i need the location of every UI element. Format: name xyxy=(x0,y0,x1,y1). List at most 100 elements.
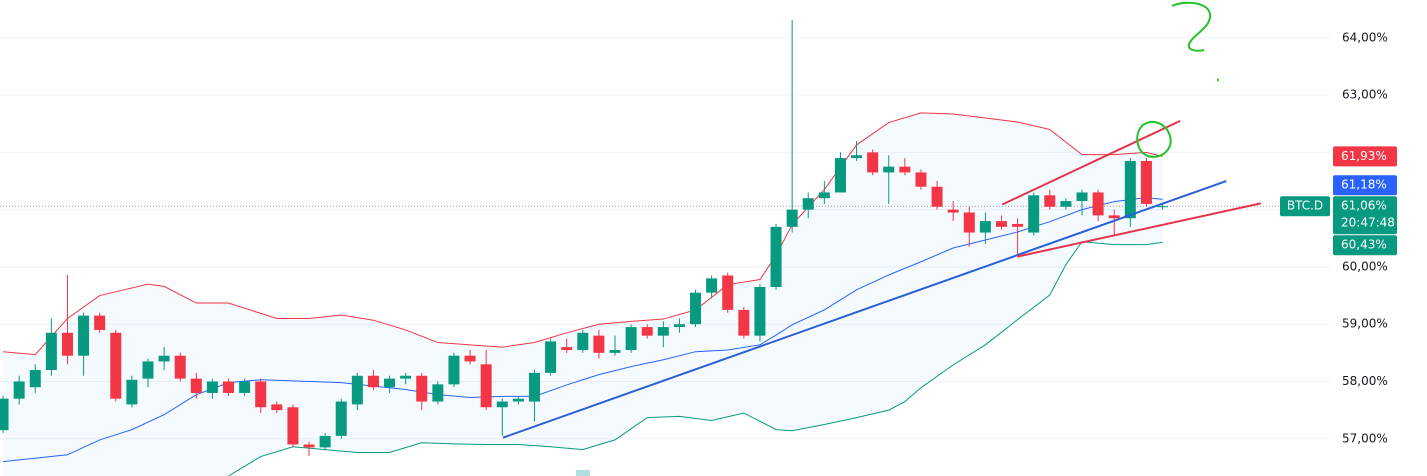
candle-body xyxy=(528,372,540,402)
y-tick-label: 57,00% xyxy=(1342,431,1388,445)
candle-body xyxy=(13,381,25,399)
candle-body xyxy=(1140,160,1152,204)
candle-body xyxy=(818,192,830,199)
candle-body xyxy=(142,361,154,379)
candle-body xyxy=(29,370,41,388)
candle-body xyxy=(94,315,106,330)
band-line xyxy=(228,241,1163,476)
candle-body xyxy=(367,375,379,388)
candle-body xyxy=(432,384,444,402)
candle-body xyxy=(738,309,750,336)
y-tick-label: 59,00% xyxy=(1342,317,1388,331)
candle-body xyxy=(657,327,669,336)
candle-body xyxy=(593,335,605,353)
y-tick-label: 60,00% xyxy=(1342,259,1388,273)
candle-body xyxy=(609,349,621,353)
candle-body xyxy=(303,444,315,448)
band-label-box xyxy=(1333,235,1397,256)
candle-body xyxy=(223,381,235,393)
candle-body xyxy=(206,381,218,393)
band-line xyxy=(3,112,1163,356)
candle-body xyxy=(561,347,573,350)
candle-body xyxy=(867,152,879,173)
candle-body xyxy=(174,355,186,379)
candle-body xyxy=(722,275,734,310)
candle-body xyxy=(915,172,927,187)
candle-body xyxy=(1157,206,1169,208)
candle-body xyxy=(802,198,814,210)
candle-body xyxy=(416,375,428,402)
y-tick-label: 64,00% xyxy=(1342,30,1388,44)
candle-body xyxy=(448,355,460,385)
candle-body xyxy=(834,158,846,193)
candle-body xyxy=(271,404,283,411)
candle-body xyxy=(1060,201,1072,207)
candle-body xyxy=(239,381,251,393)
question-dot xyxy=(1216,78,1220,82)
y-tick-label: 63,00% xyxy=(1342,88,1388,102)
price-label-box xyxy=(1333,196,1397,235)
countdown: 20:47:48 xyxy=(1341,216,1395,230)
candle-body xyxy=(1124,160,1136,219)
candle-body xyxy=(947,209,959,213)
candle-body xyxy=(287,407,299,445)
candle-body xyxy=(577,332,589,350)
band-label-box xyxy=(1333,146,1397,167)
candle-body xyxy=(480,364,492,408)
candle-body xyxy=(786,209,798,227)
candle-body xyxy=(706,278,718,293)
circle-scribble xyxy=(1136,120,1172,158)
candle-body xyxy=(384,378,396,388)
question-scribble xyxy=(1171,1,1212,52)
candles xyxy=(0,20,1169,456)
candle-body xyxy=(1092,192,1104,216)
symbol-tag-box xyxy=(1280,196,1330,217)
band-label: 61,93% xyxy=(1341,149,1387,163)
candle-body xyxy=(851,155,863,159)
band-label-box xyxy=(1333,175,1397,196)
trendlines xyxy=(502,119,1261,439)
candle-body xyxy=(641,327,653,336)
trendline xyxy=(1001,119,1181,206)
candle-body xyxy=(931,186,943,207)
candle-body xyxy=(61,332,73,356)
candle-body xyxy=(1012,223,1024,227)
candle-body xyxy=(995,221,1007,227)
candle-body xyxy=(1044,195,1056,207)
band-label: 61,18% xyxy=(1341,178,1387,192)
candle-body xyxy=(690,292,702,325)
band-label: 60,43% xyxy=(1341,238,1387,252)
candle-body xyxy=(625,327,637,350)
trendline xyxy=(502,180,1227,439)
band-fill xyxy=(3,112,1163,476)
candle-body xyxy=(899,166,911,173)
candle-body xyxy=(126,379,138,405)
candle-body xyxy=(255,381,267,408)
candle-body xyxy=(351,375,363,405)
candle-body xyxy=(673,324,685,328)
candle-body xyxy=(190,378,202,393)
candle-body xyxy=(1076,192,1088,202)
candle-body xyxy=(158,355,170,362)
price-axis: 57,00%58,00%59,00%60,00%61,00%62,00%63,0… xyxy=(1280,30,1397,445)
candle-body xyxy=(400,375,412,379)
symbol-tag: BTC.D xyxy=(1287,199,1323,213)
candle-body xyxy=(0,398,9,431)
candle-body xyxy=(464,355,476,362)
grid xyxy=(0,37,1330,440)
candle-body xyxy=(335,401,347,436)
price-label: 61,06% xyxy=(1341,199,1387,213)
trendline xyxy=(1017,202,1261,258)
candle-body xyxy=(45,332,57,371)
candle-body xyxy=(754,286,766,336)
candle-body xyxy=(979,221,991,233)
candle-body xyxy=(1028,195,1040,233)
candle-body xyxy=(496,401,508,408)
candle-body xyxy=(78,315,90,356)
candle-body xyxy=(1108,215,1120,219)
volume-hint xyxy=(576,470,590,476)
candle-body xyxy=(770,226,782,287)
candle-body xyxy=(319,435,331,448)
